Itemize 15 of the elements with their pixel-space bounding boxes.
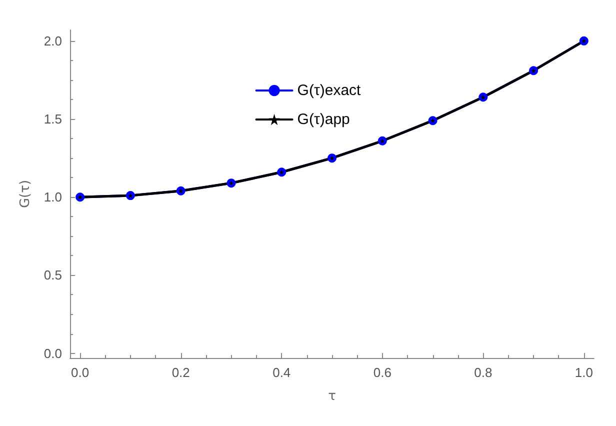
y-axis-title: G(τ): [18, 180, 33, 208]
x-tick-label: 0.8: [474, 365, 492, 380]
x-tick-label: 1.0: [574, 365, 593, 380]
y-tick-label: 2.0: [44, 33, 62, 48]
y-tick-label: 0.0: [44, 346, 62, 361]
legend-label: G(τ)exact: [297, 82, 362, 99]
x-tick-label: 0.2: [172, 365, 190, 380]
x-tick-label: 0.0: [71, 365, 90, 380]
x-axis-title: τ: [328, 389, 336, 404]
x-tick-label: 0.4: [272, 365, 291, 380]
y-tick-label: 1.5: [44, 112, 62, 127]
y-tick-label: 1.0: [44, 190, 62, 205]
y-tick-label: 0.5: [44, 268, 62, 283]
legend-label: G(τ)app: [297, 111, 350, 128]
x-tick-label: 0.6: [373, 365, 392, 380]
